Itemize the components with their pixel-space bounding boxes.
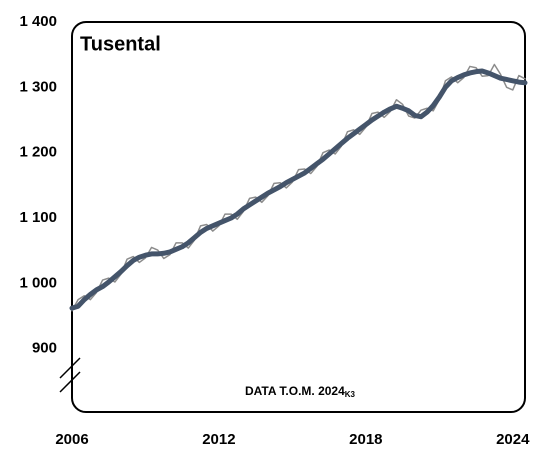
x-tick-label: 2006 xyxy=(55,431,88,448)
y-tick-label: 1 200 xyxy=(19,144,57,161)
y-tick-label: 1 400 xyxy=(19,13,57,30)
y-tick-label: 1 000 xyxy=(19,274,57,291)
break-line xyxy=(59,357,81,379)
source-note: DATA T.O.M. 2024K3 xyxy=(245,384,356,399)
trend-line xyxy=(69,68,528,311)
axis-break xyxy=(59,357,81,393)
note-sub: K3 xyxy=(345,390,356,399)
break-line xyxy=(59,371,81,393)
y-tick-label: 1 100 xyxy=(19,209,57,226)
x-tick-label: 2012 xyxy=(202,431,235,448)
y-tick-label: 900 xyxy=(32,340,57,357)
y-tick-label: 1 300 xyxy=(19,78,57,95)
note-main: DATA T.O.M. 2024 xyxy=(245,384,345,398)
x-tick-label: 2018 xyxy=(349,431,382,448)
plot-frame xyxy=(71,21,526,413)
x-tick-label: 2024 xyxy=(496,431,530,448)
chart-title: Tusental xyxy=(80,33,161,55)
